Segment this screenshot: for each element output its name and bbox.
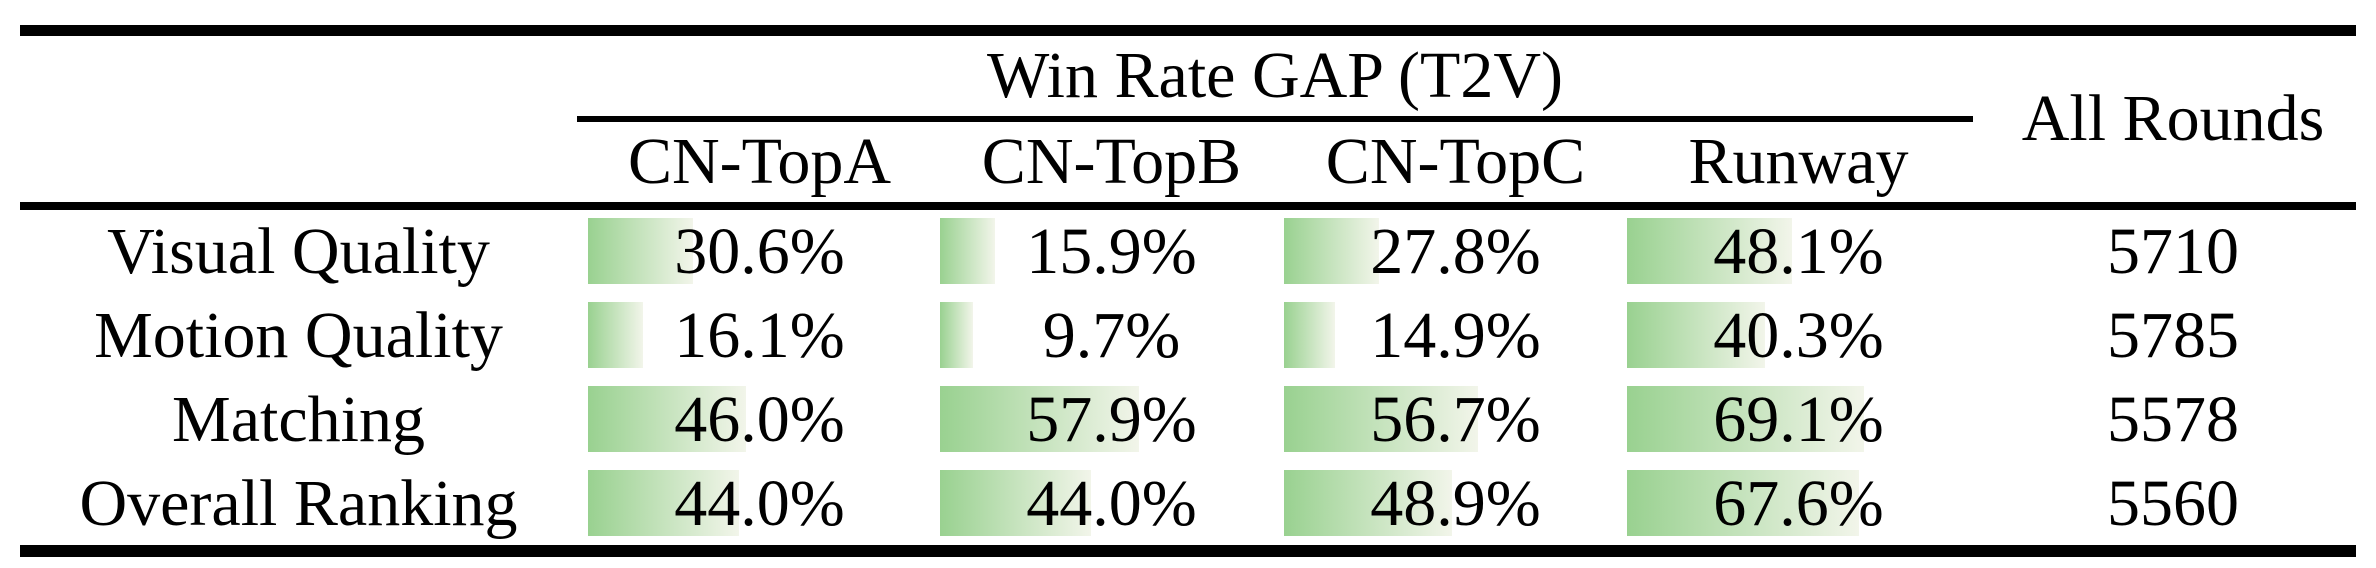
win-rate-bar <box>940 302 974 368</box>
percent-value: 15.9% <box>1026 215 1197 288</box>
percent-value: 40.3% <box>1713 299 1884 372</box>
percent-value: 56.7% <box>1370 383 1541 456</box>
data-cell: 44.0% <box>588 462 931 546</box>
data-cell: 27.8% <box>1284 210 1627 294</box>
data-cell: 44.0% <box>940 462 1283 546</box>
data-cell: 57.9% <box>940 378 1283 462</box>
row-label-matching: Matching <box>172 383 425 456</box>
data-cell: 48.1% <box>1627 210 1970 294</box>
data-cell: 14.9% <box>1284 294 1627 378</box>
win-rate-bar <box>588 470 739 536</box>
data-cell: 56.7% <box>1284 378 1627 462</box>
data-cell: 69.1% <box>1627 378 1970 462</box>
percent-value: 57.9% <box>1026 383 1197 456</box>
row-label-visual-quality: Visual Quality <box>107 215 490 288</box>
data-cell: 40.3% <box>1627 294 1970 378</box>
all-rounds-value: 5560 <box>2107 467 2239 540</box>
percent-value: 48.9% <box>1370 467 1541 540</box>
column-header-cn-topa: CN-TopA <box>627 125 892 198</box>
data-cell: 16.1% <box>588 294 931 378</box>
data-cell: 15.9% <box>940 210 1283 294</box>
column-header-all-rounds: All Rounds <box>2021 82 2325 155</box>
percent-value: 44.0% <box>674 467 845 540</box>
table-mid-rule <box>20 202 2356 210</box>
all-rounds-value: 5710 <box>2107 215 2239 288</box>
table-bottom-rule <box>20 545 2356 557</box>
column-header-runway: Runway <box>1688 125 1909 198</box>
row-label-motion-quality: Motion Quality <box>94 299 503 372</box>
all-rounds-value: 5578 <box>2107 383 2239 456</box>
row-label-overall-ranking: Overall Ranking <box>79 467 518 540</box>
column-header-cn-topb: CN-TopB <box>981 125 1242 198</box>
data-cell: 67.6% <box>1627 462 1970 546</box>
percent-value: 69.1% <box>1713 383 1884 456</box>
percent-value: 9.7% <box>1042 299 1181 372</box>
table-top-rule <box>20 25 2356 36</box>
percent-value: 27.8% <box>1370 215 1541 288</box>
win-rate-bar <box>940 470 1091 536</box>
data-cell: 46.0% <box>588 378 931 462</box>
data-cell: 48.9% <box>1284 462 1627 546</box>
win-rate-bar <box>1284 302 1336 368</box>
percent-value: 16.1% <box>674 299 845 372</box>
win-rate-bar <box>588 302 644 368</box>
percent-value: 67.6% <box>1713 467 1884 540</box>
win-rate-bar <box>940 386 1139 452</box>
data-cell: 9.7% <box>940 294 1283 378</box>
percent-value: 14.9% <box>1370 299 1541 372</box>
win-rate-bar <box>940 218 995 284</box>
all-rounds-value: 5785 <box>2107 299 2239 372</box>
win-rate-bar <box>1284 386 1479 452</box>
win-rate-bar <box>588 218 693 284</box>
win-rate-bar <box>1284 470 1452 536</box>
group-header-cmidrule <box>577 116 1973 122</box>
win-rate-bar <box>1627 218 1792 284</box>
percent-value: 48.1% <box>1713 215 1884 288</box>
win-rate-bar <box>1284 218 1380 284</box>
win-rate-bar <box>588 386 746 452</box>
win-rate-bar <box>1627 386 1864 452</box>
win-rate-bar <box>1627 470 1859 536</box>
percent-value: 46.0% <box>674 383 845 456</box>
win-rate-bar <box>1627 302 1766 368</box>
percent-value: 44.0% <box>1026 467 1197 540</box>
group-header-win-rate-gap: Win Rate GAP (T2V) <box>987 39 1563 112</box>
data-cell: 30.6% <box>588 210 931 294</box>
column-header-cn-topc: CN-TopC <box>1325 125 1586 198</box>
percent-value: 30.6% <box>674 215 845 288</box>
